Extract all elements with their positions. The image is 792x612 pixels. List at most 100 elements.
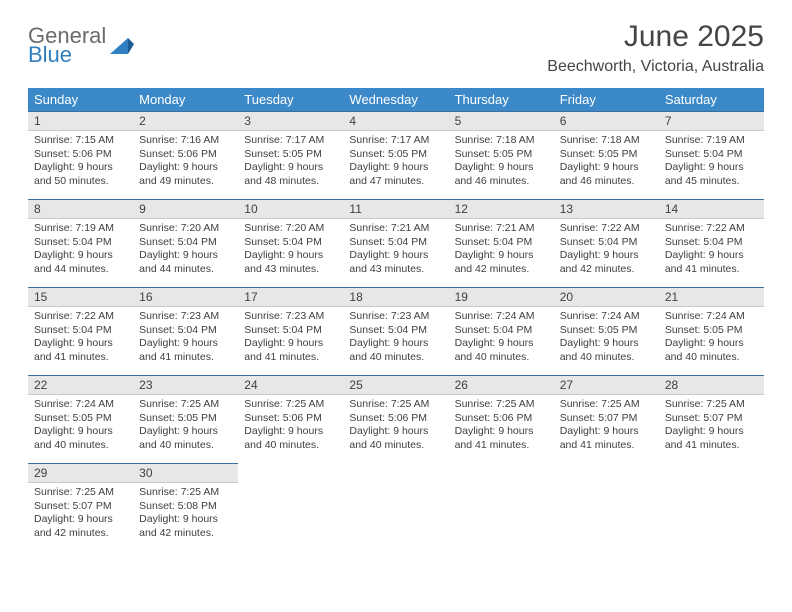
empty-cell (238, 463, 343, 551)
day-number: 10 (238, 199, 343, 219)
day-content: Sunrise: 7:24 AMSunset: 5:05 PMDaylight:… (28, 395, 133, 458)
day-content: Sunrise: 7:22 AMSunset: 5:04 PMDaylight:… (659, 219, 764, 282)
day-number: 22 (28, 375, 133, 395)
day-content: Sunrise: 7:22 AMSunset: 5:04 PMDaylight:… (28, 307, 133, 370)
day-number: 25 (343, 375, 448, 395)
dow-header: Tuesday (238, 88, 343, 111)
day-number: 18 (343, 287, 448, 307)
calendar-table: SundayMondayTuesdayWednesdayThursdayFrid… (28, 88, 764, 551)
day-number: 26 (449, 375, 554, 395)
day-cell: 21Sunrise: 7:24 AMSunset: 5:05 PMDayligh… (659, 287, 764, 375)
empty-cell (449, 463, 554, 551)
day-content: Sunrise: 7:25 AMSunset: 5:07 PMDaylight:… (659, 395, 764, 458)
day-content: Sunrise: 7:21 AMSunset: 5:04 PMDaylight:… (449, 219, 554, 282)
calendar-row: 1Sunrise: 7:15 AMSunset: 5:06 PMDaylight… (28, 111, 764, 199)
empty-cell (343, 463, 448, 551)
day-cell: 2Sunrise: 7:16 AMSunset: 5:06 PMDaylight… (133, 111, 238, 199)
day-number: 11 (343, 199, 448, 219)
day-cell: 6Sunrise: 7:18 AMSunset: 5:05 PMDaylight… (554, 111, 659, 199)
day-cell: 25Sunrise: 7:25 AMSunset: 5:06 PMDayligh… (343, 375, 448, 463)
day-content: Sunrise: 7:18 AMSunset: 5:05 PMDaylight:… (449, 131, 554, 194)
day-cell: 11Sunrise: 7:21 AMSunset: 5:04 PMDayligh… (343, 199, 448, 287)
day-number: 20 (554, 287, 659, 307)
day-content: Sunrise: 7:25 AMSunset: 5:08 PMDaylight:… (133, 483, 238, 546)
day-number: 4 (343, 111, 448, 131)
day-cell: 8Sunrise: 7:19 AMSunset: 5:04 PMDaylight… (28, 199, 133, 287)
dow-header: Friday (554, 88, 659, 111)
day-cell: 10Sunrise: 7:20 AMSunset: 5:04 PMDayligh… (238, 199, 343, 287)
day-cell: 7Sunrise: 7:19 AMSunset: 5:04 PMDaylight… (659, 111, 764, 199)
day-cell: 12Sunrise: 7:21 AMSunset: 5:04 PMDayligh… (449, 199, 554, 287)
day-number: 1 (28, 111, 133, 131)
day-content: Sunrise: 7:17 AMSunset: 5:05 PMDaylight:… (238, 131, 343, 194)
day-number: 9 (133, 199, 238, 219)
day-content: Sunrise: 7:19 AMSunset: 5:04 PMDaylight:… (28, 219, 133, 282)
dow-header: Monday (133, 88, 238, 111)
day-cell: 20Sunrise: 7:24 AMSunset: 5:05 PMDayligh… (554, 287, 659, 375)
day-content: Sunrise: 7:25 AMSunset: 5:07 PMDaylight:… (28, 483, 133, 546)
day-content: Sunrise: 7:19 AMSunset: 5:04 PMDaylight:… (659, 131, 764, 194)
day-number: 30 (133, 463, 238, 483)
dow-row: SundayMondayTuesdayWednesdayThursdayFrid… (28, 88, 764, 111)
day-content: Sunrise: 7:20 AMSunset: 5:04 PMDaylight:… (133, 219, 238, 282)
logo: General Blue (28, 26, 134, 65)
day-number: 29 (28, 463, 133, 483)
day-number: 14 (659, 199, 764, 219)
day-number: 19 (449, 287, 554, 307)
day-content: Sunrise: 7:25 AMSunset: 5:06 PMDaylight:… (238, 395, 343, 458)
day-number: 8 (28, 199, 133, 219)
day-number: 12 (449, 199, 554, 219)
day-number: 13 (554, 199, 659, 219)
month-title: June 2025 (547, 20, 764, 54)
day-number: 23 (133, 375, 238, 395)
day-content: Sunrise: 7:18 AMSunset: 5:05 PMDaylight:… (554, 131, 659, 194)
day-cell: 19Sunrise: 7:24 AMSunset: 5:04 PMDayligh… (449, 287, 554, 375)
calendar-body: 1Sunrise: 7:15 AMSunset: 5:06 PMDaylight… (28, 111, 764, 551)
day-cell: 17Sunrise: 7:23 AMSunset: 5:04 PMDayligh… (238, 287, 343, 375)
day-number: 21 (659, 287, 764, 307)
logo-triangle-icon (110, 36, 134, 54)
day-cell: 9Sunrise: 7:20 AMSunset: 5:04 PMDaylight… (133, 199, 238, 287)
day-cell: 29Sunrise: 7:25 AMSunset: 5:07 PMDayligh… (28, 463, 133, 551)
day-content: Sunrise: 7:21 AMSunset: 5:04 PMDaylight:… (343, 219, 448, 282)
day-number: 24 (238, 375, 343, 395)
dow-header: Saturday (659, 88, 764, 111)
day-cell: 1Sunrise: 7:15 AMSunset: 5:06 PMDaylight… (28, 111, 133, 199)
title-block: June 2025 Beechworth, Victoria, Australi… (547, 20, 764, 76)
day-content: Sunrise: 7:25 AMSunset: 5:06 PMDaylight:… (343, 395, 448, 458)
logo-text: General Blue (28, 26, 106, 65)
day-content: Sunrise: 7:23 AMSunset: 5:04 PMDaylight:… (133, 307, 238, 370)
day-cell: 23Sunrise: 7:25 AMSunset: 5:05 PMDayligh… (133, 375, 238, 463)
day-cell: 24Sunrise: 7:25 AMSunset: 5:06 PMDayligh… (238, 375, 343, 463)
day-content: Sunrise: 7:23 AMSunset: 5:04 PMDaylight:… (238, 307, 343, 370)
day-cell: 18Sunrise: 7:23 AMSunset: 5:04 PMDayligh… (343, 287, 448, 375)
day-number: 3 (238, 111, 343, 131)
header: General Blue June 2025 Beechworth, Victo… (28, 20, 764, 76)
dow-header: Thursday (449, 88, 554, 111)
day-content: Sunrise: 7:16 AMSunset: 5:06 PMDaylight:… (133, 131, 238, 194)
calendar-row: 29Sunrise: 7:25 AMSunset: 5:07 PMDayligh… (28, 463, 764, 551)
day-content: Sunrise: 7:25 AMSunset: 5:06 PMDaylight:… (449, 395, 554, 458)
day-cell: 28Sunrise: 7:25 AMSunset: 5:07 PMDayligh… (659, 375, 764, 463)
day-cell: 30Sunrise: 7:25 AMSunset: 5:08 PMDayligh… (133, 463, 238, 551)
day-number: 28 (659, 375, 764, 395)
day-number: 16 (133, 287, 238, 307)
day-number: 7 (659, 111, 764, 131)
day-cell: 22Sunrise: 7:24 AMSunset: 5:05 PMDayligh… (28, 375, 133, 463)
day-number: 5 (449, 111, 554, 131)
day-content: Sunrise: 7:17 AMSunset: 5:05 PMDaylight:… (343, 131, 448, 194)
dow-header: Wednesday (343, 88, 448, 111)
day-cell: 5Sunrise: 7:18 AMSunset: 5:05 PMDaylight… (449, 111, 554, 199)
calendar-row: 8Sunrise: 7:19 AMSunset: 5:04 PMDaylight… (28, 199, 764, 287)
day-cell: 3Sunrise: 7:17 AMSunset: 5:05 PMDaylight… (238, 111, 343, 199)
day-content: Sunrise: 7:23 AMSunset: 5:04 PMDaylight:… (343, 307, 448, 370)
day-content: Sunrise: 7:25 AMSunset: 5:07 PMDaylight:… (554, 395, 659, 458)
location: Beechworth, Victoria, Australia (547, 58, 764, 76)
day-cell: 4Sunrise: 7:17 AMSunset: 5:05 PMDaylight… (343, 111, 448, 199)
day-content: Sunrise: 7:15 AMSunset: 5:06 PMDaylight:… (28, 131, 133, 194)
day-cell: 26Sunrise: 7:25 AMSunset: 5:06 PMDayligh… (449, 375, 554, 463)
day-number: 17 (238, 287, 343, 307)
calendar-row: 15Sunrise: 7:22 AMSunset: 5:04 PMDayligh… (28, 287, 764, 375)
day-number: 2 (133, 111, 238, 131)
day-cell: 16Sunrise: 7:23 AMSunset: 5:04 PMDayligh… (133, 287, 238, 375)
